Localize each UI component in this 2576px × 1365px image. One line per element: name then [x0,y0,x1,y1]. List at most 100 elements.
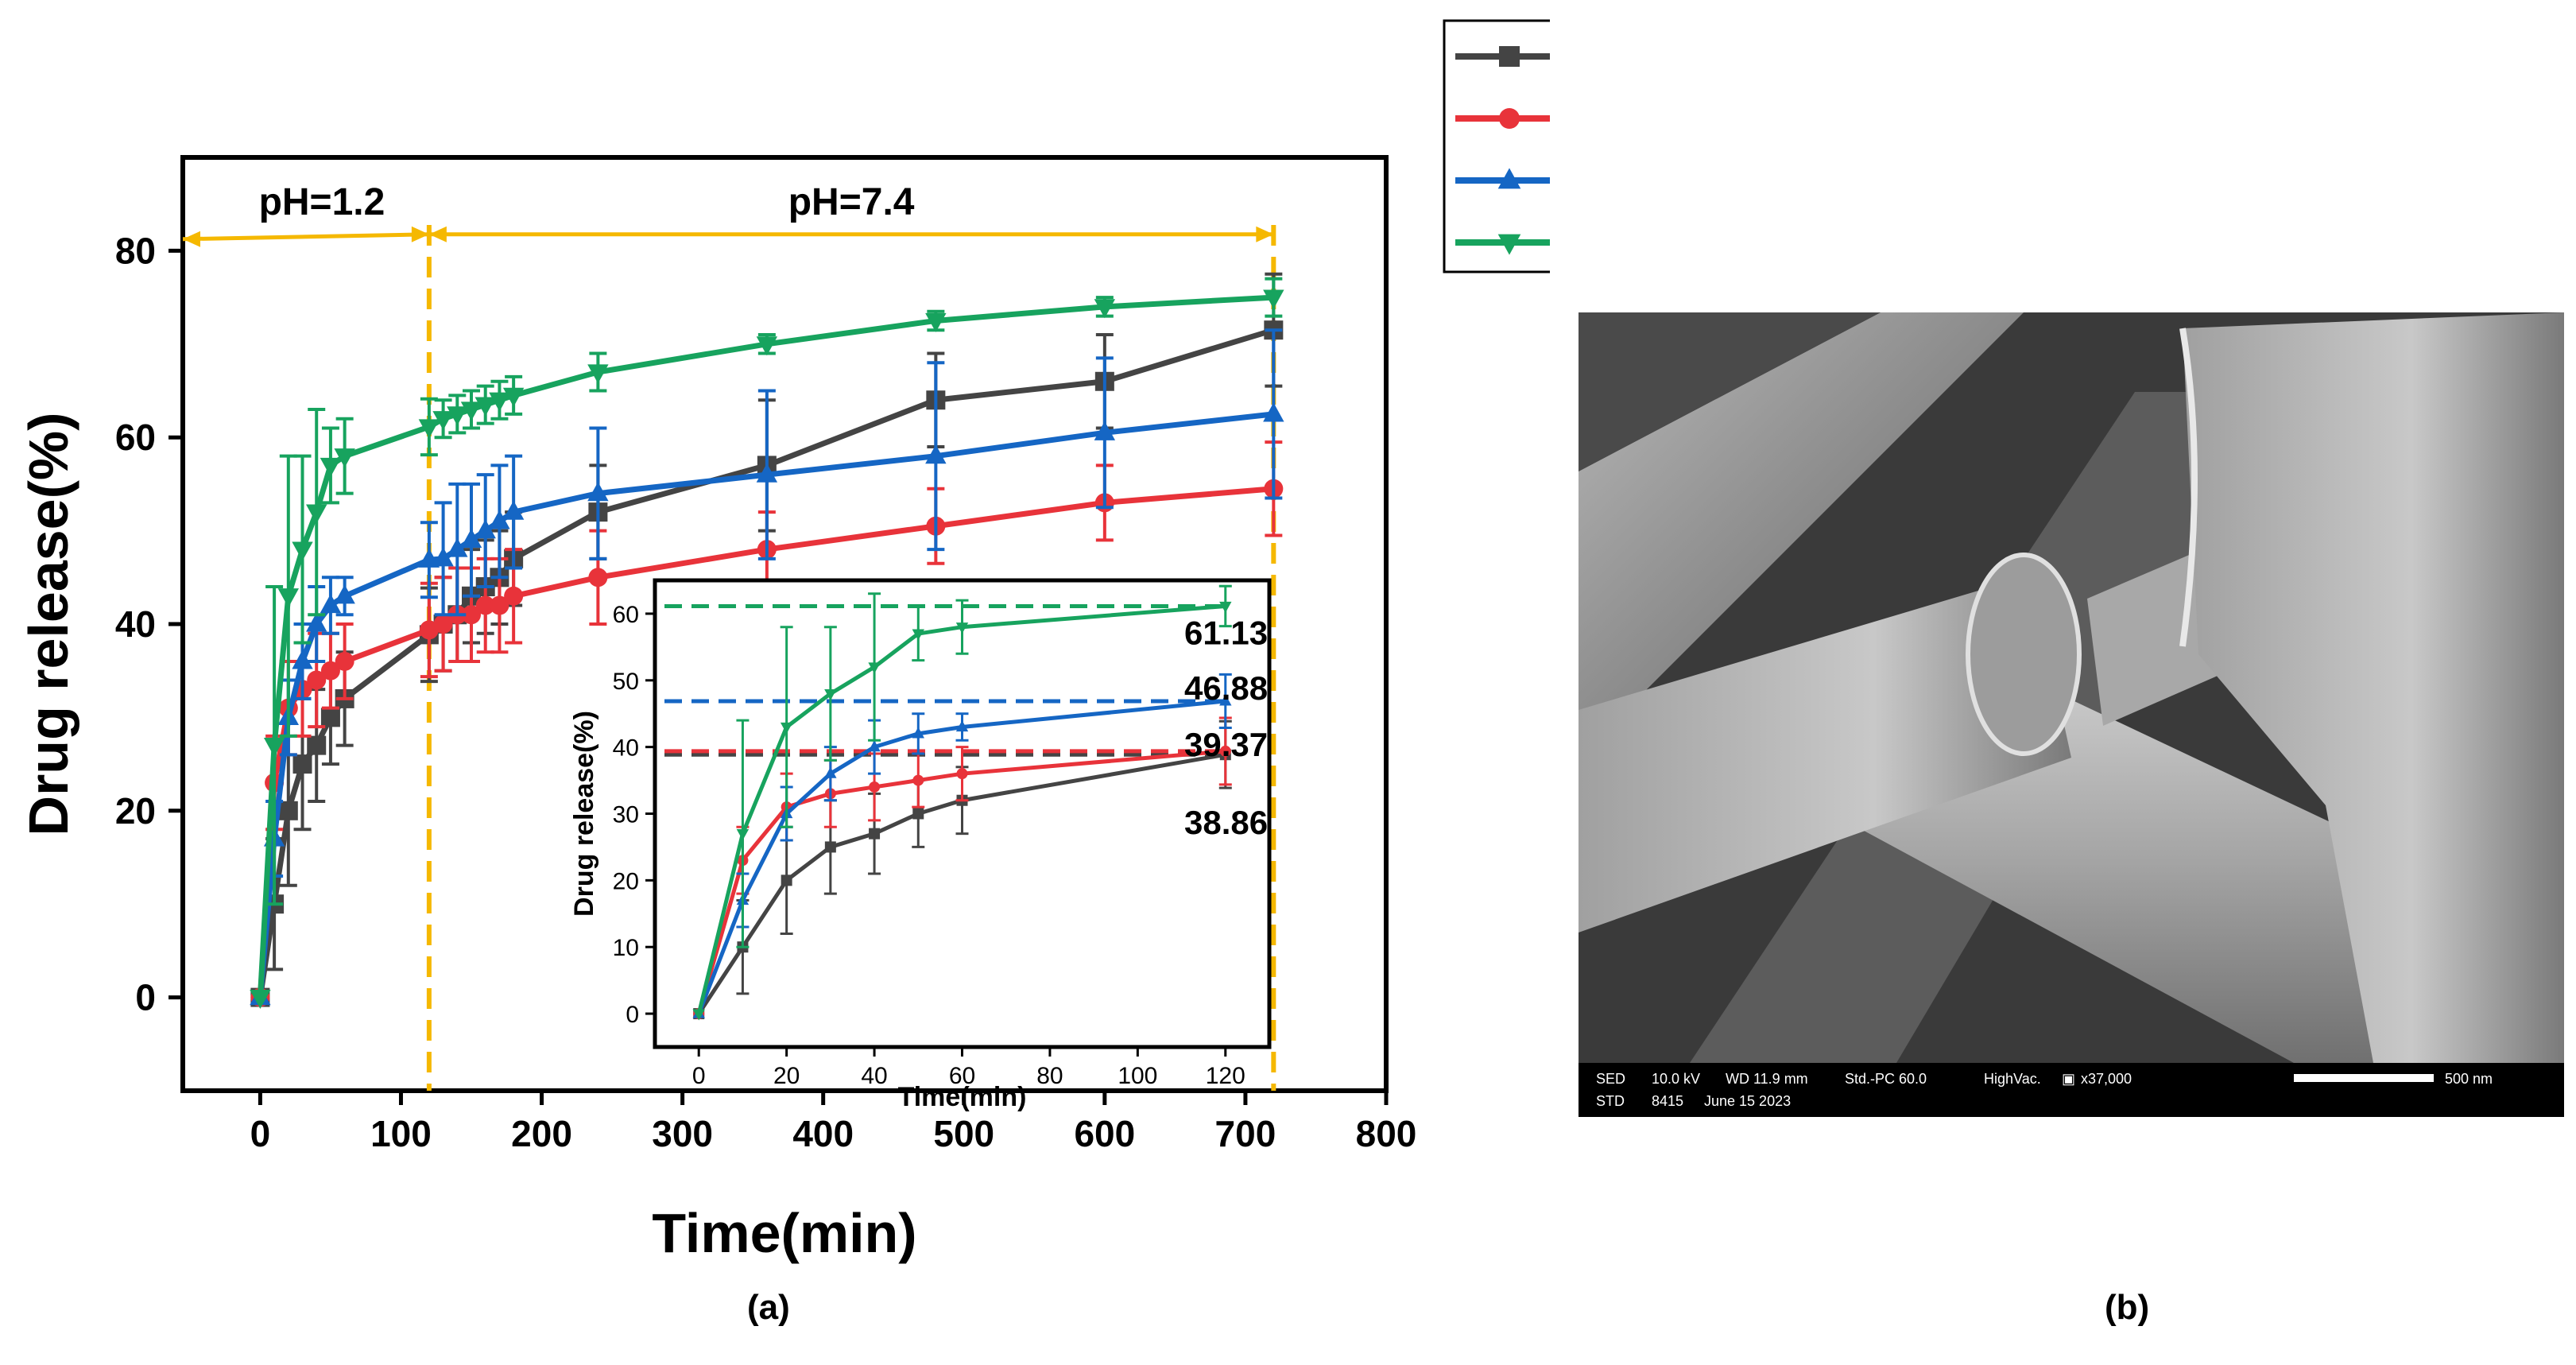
data-point [1263,289,1284,309]
data-point [447,537,468,557]
inset-value-label: 38.86 [1184,804,1268,841]
data-point [587,364,609,384]
sem-working-distance: WD 11.9 mm [1726,1071,1808,1087]
data-point [756,336,778,356]
ph2-label: pH=7.4 [788,181,915,223]
x-tick-label: 100 [370,1113,432,1154]
inset-data-point [955,720,969,732]
inset-data-point [868,662,881,674]
inset-data-point [824,766,837,778]
inset-data-point [692,1009,705,1021]
inset-data-point [869,781,881,793]
inset-data-point [1219,694,1232,706]
inset-series-F3 [664,673,1232,1018]
inset-x-tick-label: 80 [1036,1063,1063,1089]
data-point [1094,299,1116,319]
sem-id: 8415 [1652,1093,1684,1109]
data-point [418,419,440,439]
data-point [306,612,327,632]
legend-marker [1499,108,1520,129]
sem-date: June 15 2023 [1704,1093,1792,1109]
inset-x-tick-label: 120 [1206,1063,1245,1089]
data-point [504,586,524,606]
sem-magnification: x37,000 [2081,1071,2132,1087]
sem-scale-bar [2294,1074,2434,1082]
x-tick-label: 500 [933,1113,994,1154]
data-point [307,670,327,690]
x-tick-label: 600 [1074,1113,1135,1154]
inset-data-point [869,828,881,840]
arrow-head [411,226,429,242]
sem-micrograph: SED 10.0 kV WD 11.9 mm Std.-PC 60.0 High… [1579,312,2564,1117]
data-point [320,457,342,477]
data-point [263,738,285,758]
arrow-head [428,226,447,242]
inset-y-tick-label: 10 [613,935,639,961]
data-point [433,615,453,634]
ph1-arrow [182,232,429,242]
inset-x-tick-label: 0 [692,1063,706,1089]
data-point [432,547,454,567]
drug-release-chart: 0 100 200 300 400 500 600 700 800020406080Time(m… [17,19,1550,1264]
data-point [460,528,482,548]
x-tick-label: 700 [1215,1113,1276,1154]
inset-y-tick-label: 20 [613,868,639,894]
data-point [475,519,496,539]
inset-data-point [781,874,792,886]
x-tick-label: 0 [250,1113,271,1154]
inset-x-axis-title: Time(min) [898,1082,1027,1112]
legend-marker [1497,168,1521,189]
inset-x-tick-label: 20 [773,1063,800,1089]
y-tick-label: 0 [135,977,156,1018]
sem-info-bar: SED 10.0 kV WD 11.9 mm Std.-PC 60.0 High… [1579,1063,2564,1117]
inset-data-point [912,629,924,641]
data-point [307,735,327,755]
data-point [1263,402,1284,422]
y-tick-label: 20 [115,790,156,832]
x-tick-label: 800 [1356,1113,1417,1154]
data-point [462,605,482,625]
legend-marker [1499,46,1520,67]
data-point [418,548,440,568]
data-point [475,595,495,615]
data-point [292,541,313,561]
inset-value-label: 39.37 [1184,726,1268,763]
data-point [447,406,468,426]
inset-data-point [780,722,793,734]
x-axis-title: Time(min) [652,1202,916,1264]
inset-data-point [736,829,750,841]
data-point [587,482,609,502]
data-point [475,397,496,417]
data-point [292,650,313,669]
data-point [335,651,354,671]
y-tick-label: 60 [115,417,156,458]
inset-data-point [824,841,836,853]
inset-y-tick-label: 60 [613,602,639,628]
sem-detector: SED [1596,1071,1626,1087]
inset-value-label: 61.13 [1184,614,1268,651]
arrow-head [1256,226,1274,242]
inset-data-point [1219,601,1232,613]
ph1-label: pH=1.2 [259,181,385,223]
x-tick-label: 400 [792,1113,854,1154]
x-tick-label: 300 [652,1113,713,1154]
camera-icon: ▣ [2062,1071,2076,1087]
inset-data-point [868,740,881,752]
inset-series-line [696,749,1226,1014]
data-point [334,584,355,604]
sem-fiber-image [1579,312,2564,1063]
sem-scale-label: 500 nm [2445,1071,2493,1087]
sem-probe-current: Std.-PC 60.0 [1845,1071,1927,1087]
data-point [588,568,608,587]
series-F4 [250,277,1284,1009]
data-point [320,708,340,727]
data-point [320,594,342,614]
inset-data-point [956,768,968,780]
data-point [320,661,340,681]
inset-data-point [912,808,924,820]
inset-data-point [824,688,837,700]
data-point [250,990,271,1009]
y-tick-label: 40 [115,603,156,645]
inset-data-point [955,622,969,634]
data-point [292,754,312,774]
